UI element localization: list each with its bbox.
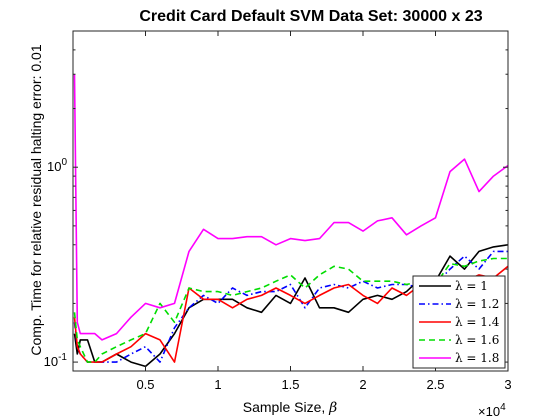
legend-label-5: λ = 1.8 bbox=[455, 351, 499, 365]
series-line-5 bbox=[73, 74, 508, 341]
y-axis-label: Comp. Time for relative residual halting… bbox=[28, 44, 44, 355]
legend-label-2: λ = 1.2 bbox=[455, 297, 499, 311]
x-axis-multiplier-exponent: 4 bbox=[500, 402, 506, 413]
legend-label-3: λ = 1.4 bbox=[455, 315, 500, 329]
x-tick-label: 3 bbox=[504, 377, 511, 392]
x-tick-label: 0.5 bbox=[136, 377, 154, 392]
legend: λ = 1 λ = 1.2 λ = 1.4 λ = 1.6 λ = 1.8 bbox=[412, 275, 506, 369]
legend-label-4: λ = 1.6 bbox=[455, 333, 499, 347]
x-axis-label-text: Sample Size, bbox=[243, 399, 329, 415]
x-axis-label-symbol: β bbox=[328, 400, 337, 416]
x-tick-label: 1 bbox=[214, 377, 221, 392]
legend-label-1: λ = 1 bbox=[455, 279, 488, 293]
x-axis-multiplier: ×104 bbox=[478, 402, 506, 419]
y-tick-label: 10-1 bbox=[44, 352, 68, 369]
x-axis-multiplier-base: ×10 bbox=[478, 404, 500, 419]
x-tick-label: 1.5 bbox=[281, 377, 299, 392]
x-tick-label: 2 bbox=[359, 377, 366, 392]
chart-title: Credit Card Default SVM Data Set: 30000 … bbox=[139, 8, 482, 25]
x-axis-label: Sample Size, β bbox=[243, 399, 337, 416]
x-tick-label: 2.5 bbox=[426, 377, 444, 392]
y-tick-label: 100 bbox=[47, 157, 67, 174]
ticks-layer: 0.5 1 1.5 2 2.5 3 10-1 100 bbox=[44, 30, 512, 392]
